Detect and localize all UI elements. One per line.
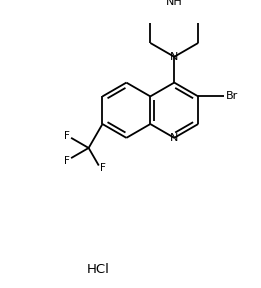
Text: NH: NH [166, 0, 183, 7]
Text: N: N [170, 52, 179, 62]
Text: HCl: HCl [86, 263, 109, 276]
Text: F: F [63, 156, 69, 166]
Text: F: F [100, 163, 106, 173]
Text: F: F [63, 131, 69, 141]
Text: N: N [170, 133, 179, 143]
Text: Br: Br [226, 91, 238, 101]
